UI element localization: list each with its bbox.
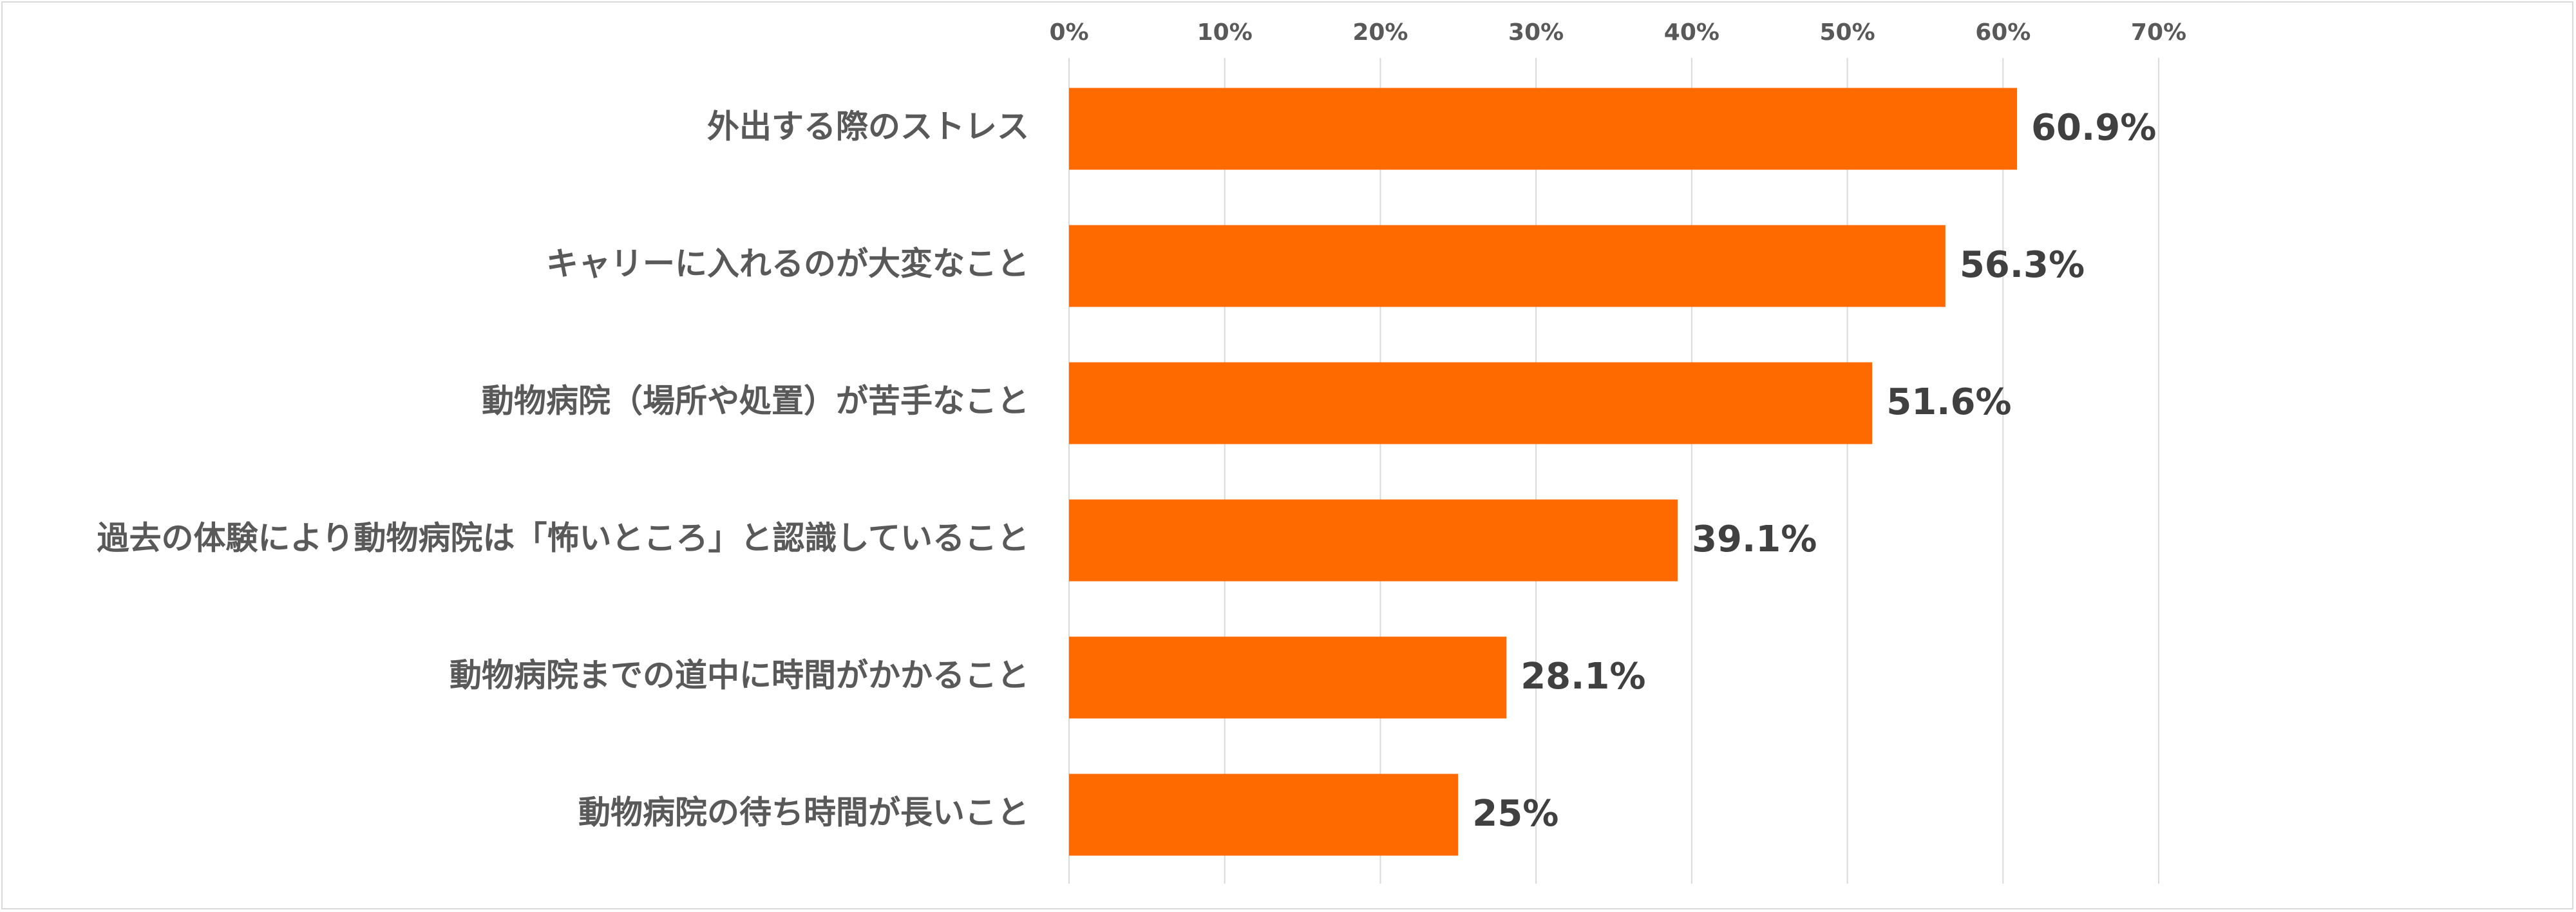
category-labels: 外出する際のストレスキャリーに入れるのが大変なこと動物病院（場所や処置）が苦手な… bbox=[97, 108, 1030, 831]
bar bbox=[1069, 774, 1459, 856]
category-label: 動物病院の待ち時間が長いこと bbox=[578, 794, 1029, 831]
data-label: 51.6% bbox=[1886, 381, 2011, 423]
bars bbox=[1069, 88, 2018, 856]
category-label: 外出する際のストレス bbox=[707, 108, 1029, 146]
category-label: 過去の体験により動物病院は「怖いところ」と認識していること bbox=[97, 520, 1030, 557]
x-tick-label: 0% bbox=[1049, 19, 1088, 46]
data-labels: 60.9% 56.3% 51.6% 39.1% 28.1% 25% bbox=[1472, 107, 2156, 835]
x-tick-label: 70% bbox=[2131, 19, 2186, 46]
x-tick-label: 30% bbox=[1508, 19, 1564, 46]
category-label: キャリーに入れるのが大変なこと bbox=[546, 245, 1029, 283]
category-label: 動物病院までの道中に時間がかかること bbox=[450, 657, 1029, 694]
x-tick-label: 60% bbox=[1975, 19, 2031, 46]
x-axis-ticks: 0% 10% 20% 30% 40% 50% 60% 70% bbox=[1049, 19, 2186, 46]
x-tick-label: 20% bbox=[1352, 19, 1408, 46]
gridlines bbox=[1068, 58, 2159, 884]
bar bbox=[1069, 499, 1678, 582]
data-label: 28.1% bbox=[1520, 656, 1645, 698]
x-tick-label: 50% bbox=[1819, 19, 1875, 46]
data-label: 56.3% bbox=[1960, 244, 2085, 286]
data-label: 39.1% bbox=[1692, 518, 1817, 560]
data-label: 25% bbox=[1472, 793, 1558, 835]
data-label: 60.9% bbox=[2031, 107, 2156, 149]
x-tick-label: 40% bbox=[1664, 19, 1719, 46]
category-label: 動物病院（場所や処置）が苦手なこと bbox=[482, 383, 1029, 420]
bar bbox=[1069, 88, 2018, 170]
bar bbox=[1069, 362, 1873, 444]
bar bbox=[1069, 225, 1946, 307]
bar bbox=[1069, 636, 1507, 719]
x-tick-label: 10% bbox=[1197, 19, 1253, 46]
